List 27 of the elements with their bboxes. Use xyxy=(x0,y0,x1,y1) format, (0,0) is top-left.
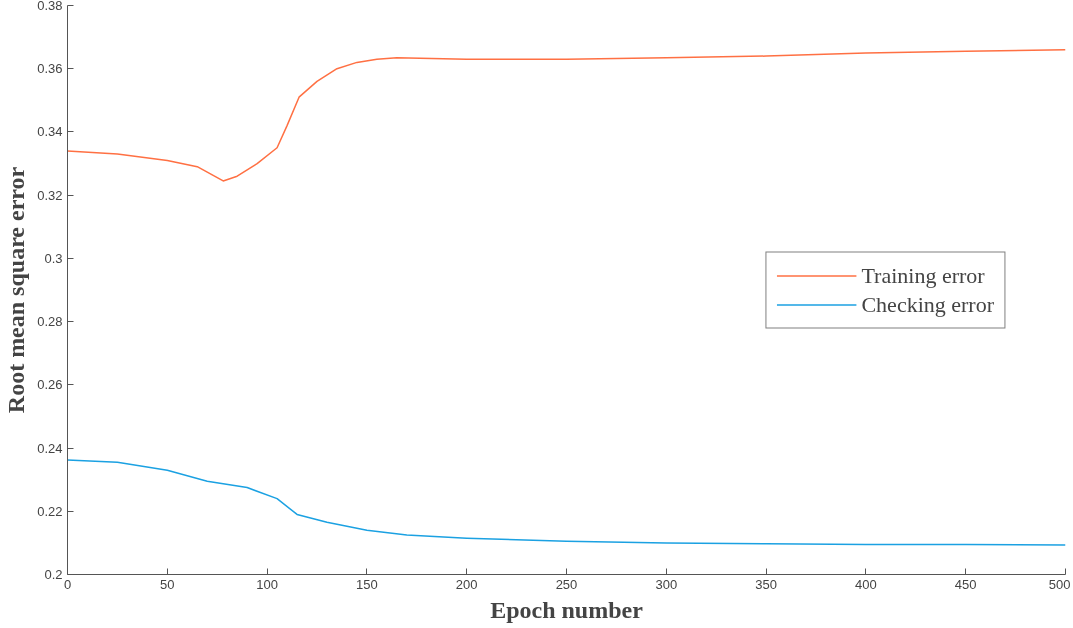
y-tick-label: 0.2 xyxy=(44,567,63,582)
x-axis-title: Epoch number xyxy=(490,596,644,623)
y-axis-title: Root mean square error xyxy=(3,166,30,414)
x-tick-label: 50 xyxy=(160,576,175,592)
y-tick-label: 0.38 xyxy=(37,0,63,13)
y-tick-label: 0.32 xyxy=(37,187,63,203)
legend-label: Training error xyxy=(861,262,985,288)
x-tick-label: 100 xyxy=(256,576,278,592)
y-tick-label: 0.22 xyxy=(37,503,63,519)
x-tick-label: 500 xyxy=(1048,576,1071,592)
y-tick-label: 0.24 xyxy=(37,440,63,456)
y-tick-label: 0.28 xyxy=(37,314,63,330)
x-tick-label: 350 xyxy=(755,576,777,592)
line-series xyxy=(67,459,1066,546)
y-tick-label: 0.26 xyxy=(37,377,63,393)
line-series xyxy=(67,49,1066,182)
x-tick-label: 200 xyxy=(455,576,478,592)
x-tick-label: 150 xyxy=(356,576,378,592)
y-tick-label: 0.3 xyxy=(44,250,63,266)
x-tick-label: 0 xyxy=(63,576,72,592)
legend-label: Checking error xyxy=(861,291,994,317)
x-tick-label: 300 xyxy=(655,576,678,592)
y-tick-label: 0.34 xyxy=(37,124,63,140)
x-tick-label: 250 xyxy=(555,576,578,592)
x-tick-label: 450 xyxy=(954,576,977,592)
x-tick-label: 400 xyxy=(855,576,877,592)
y-tick-label: 0.36 xyxy=(37,61,63,77)
